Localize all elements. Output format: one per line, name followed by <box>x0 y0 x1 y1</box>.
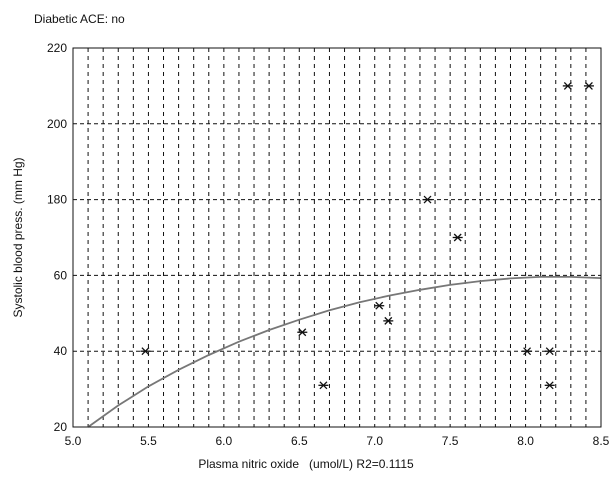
data-point-stroke <box>545 381 554 390</box>
data-point-stroke <box>298 328 307 337</box>
data-point-stroke <box>563 81 572 90</box>
data-point <box>318 381 329 390</box>
fit-curve <box>87 275 602 428</box>
data-point <box>140 347 151 356</box>
data-point <box>544 381 555 390</box>
data-point <box>383 316 394 325</box>
r2-value: R2=0.1115 <box>356 457 414 471</box>
x-tick-label: 6.5 <box>291 434 308 448</box>
data-point-stroke <box>453 233 462 242</box>
data-point-stroke <box>141 347 150 356</box>
data-point <box>422 195 433 204</box>
x-tick-label: 7.0 <box>366 434 383 448</box>
x-axis-caption: Plasma nitric oxide (umol/L) R2=0.1115 <box>0 457 612 471</box>
data-point-stroke <box>384 316 393 325</box>
data-points <box>140 81 594 390</box>
data-point <box>452 233 463 242</box>
data-point <box>562 81 573 90</box>
grid-lines <box>73 48 601 427</box>
y-tick-label: 220 <box>47 41 67 55</box>
x-axis-unit: (umol/L) <box>309 457 354 471</box>
data-point-stroke <box>375 301 384 310</box>
data-point-stroke <box>545 347 554 356</box>
y-tick-label: 200 <box>47 117 67 131</box>
y-tick-label: 180 <box>47 193 67 207</box>
data-point <box>374 301 385 310</box>
y-tick-label: 20 <box>54 420 68 434</box>
x-tick-label: 8.5 <box>593 434 610 448</box>
fit-curve-line <box>87 275 602 428</box>
chart-subtitle: Diabetic ACE: no <box>34 12 125 26</box>
x-tick-label: 5.5 <box>140 434 157 448</box>
x-tick-labels: 5.0 5.5 6.0 6.5 7.0 7.5 8.0 8.5 <box>65 434 610 448</box>
y-tick-label: 40 <box>54 344 68 358</box>
x-axis-label: Plasma nitric oxide <box>198 457 300 471</box>
x-tick-label: 6.0 <box>216 434 233 448</box>
y-tick-labels: 20 40 60 180 200 220 <box>47 41 67 434</box>
data-point <box>544 347 555 356</box>
data-point-stroke <box>523 347 532 356</box>
plot-frame <box>72 47 602 428</box>
x-tick-label: 8.0 <box>517 434 534 448</box>
data-point <box>583 81 594 90</box>
y-tick-label: 60 <box>54 268 68 282</box>
data-point <box>522 347 533 356</box>
x-tick-label: 7.5 <box>442 434 459 448</box>
data-point <box>297 328 308 337</box>
data-point-stroke <box>584 81 593 90</box>
data-point-stroke <box>423 195 432 204</box>
data-point-stroke <box>319 381 328 390</box>
x-tick-label: 5.0 <box>65 434 82 448</box>
y-axis-label: Systolic blood press. (mm Hg) <box>11 157 25 317</box>
